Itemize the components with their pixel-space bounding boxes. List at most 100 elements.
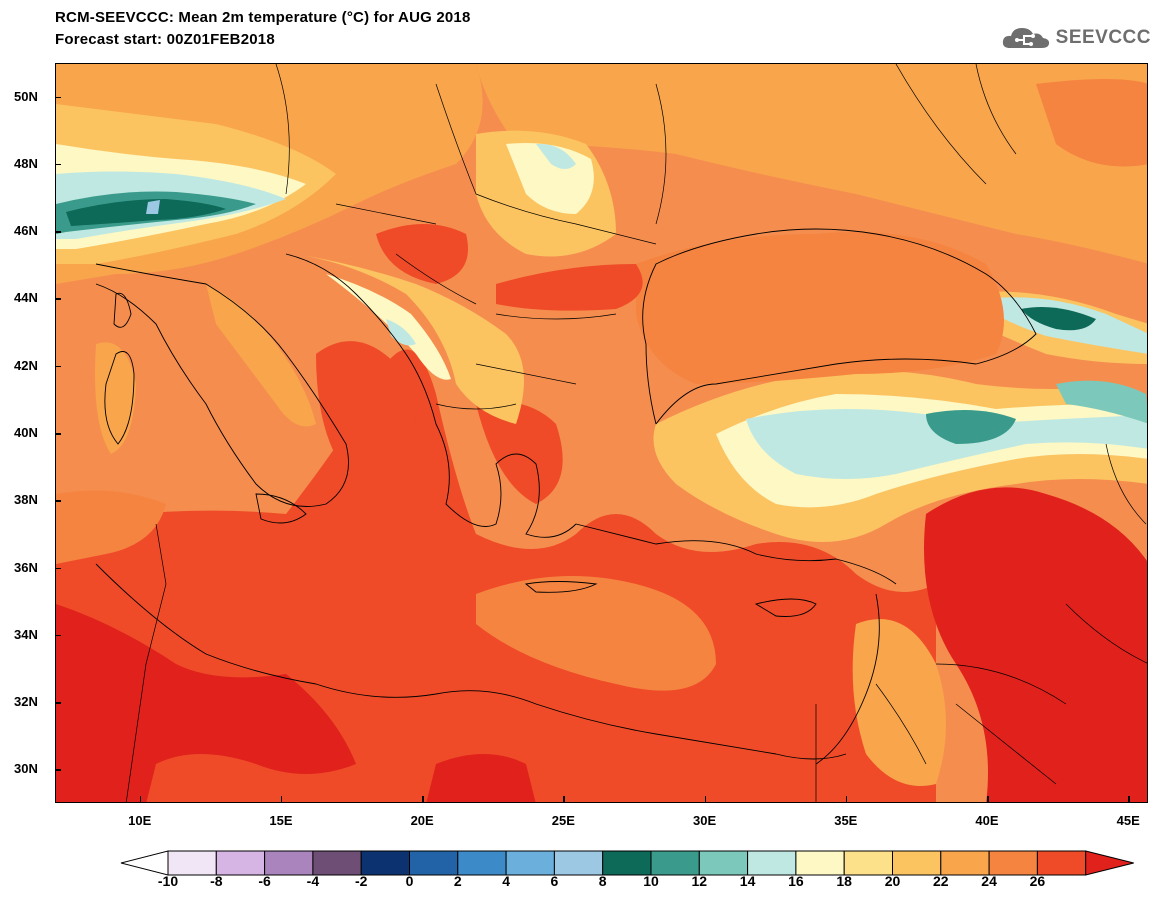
contour-region-20-22-sardinia <box>95 342 136 454</box>
lat-tick-mark <box>55 769 61 771</box>
lon-tick-label: 45E <box>1116 813 1140 828</box>
lat-tick-mark <box>55 433 61 435</box>
colorbar-swatch <box>409 850 459 876</box>
lat-tick-label: 50N <box>14 88 38 104</box>
lon-tick-mark <box>845 796 848 802</box>
contour-region-16-18-balkans <box>326 274 451 380</box>
lon-tick-label: 25E <box>551 813 575 828</box>
colorbar-level-label: 22 <box>933 873 949 889</box>
colorbar-level-label: 24 <box>981 873 997 889</box>
colorbar-level-label: 8 <box>598 873 607 889</box>
lon-tick-mark <box>563 796 565 802</box>
lon-tick-label: 10E <box>128 813 152 828</box>
lat-tick-label: 46N <box>14 223 38 239</box>
colorbar-swatch <box>215 850 266 876</box>
lon-tick-mark <box>987 796 989 802</box>
contour-region-10-12-anatolia <box>926 410 1016 444</box>
contour-region-8-10-alps <box>66 199 226 226</box>
lon-tick-mark <box>280 796 283 802</box>
lon-tick-label: 20E <box>410 813 434 828</box>
colorbar <box>120 850 1134 876</box>
map-title: RCM-SEEVCCC: Mean 2m temperature (°C) fo… <box>55 9 471 26</box>
colorbar-level-label: 0 <box>405 873 414 889</box>
colorbar-level-label: 2 <box>453 873 462 889</box>
lat-tick-mark <box>55 96 61 99</box>
lat-tick-label: 44N <box>14 290 38 306</box>
colorbar-swatch <box>360 850 410 876</box>
contour-region-12-14-balkans <box>386 319 416 346</box>
contour-region-24-26-romania <box>496 264 643 311</box>
lon-tick-mark <box>704 796 707 802</box>
colorbar-swatch <box>940 850 990 876</box>
colorbar-level-label: 26 <box>1029 873 1046 889</box>
lat-tick-label: 38N <box>14 492 38 508</box>
lat-tick-mark <box>55 365 61 368</box>
colorbar-swatch <box>264 850 314 876</box>
contour-region-20-22-apennines <box>206 284 316 427</box>
lat-tick-label: 42N <box>14 357 38 373</box>
colorbar-level-label: 16 <box>788 873 804 889</box>
contour-region-24-26-ionian <box>316 341 419 494</box>
colorbar-level-label: -10 <box>157 873 179 889</box>
lat-tick-label: 32N <box>14 694 38 710</box>
temperature-map <box>55 63 1148 803</box>
contour-region-22-24-tunisia <box>56 490 166 564</box>
colorbar-swatch <box>602 850 652 876</box>
lat-tick-mark <box>55 702 61 704</box>
lat-tick-label: 48N <box>14 155 38 171</box>
seevccc-logo: SEEVCCC <box>1000 24 1151 52</box>
lon-tick-mark <box>139 796 142 802</box>
lat-tick-mark <box>55 500 61 502</box>
colorbar-swatch <box>795 850 845 876</box>
coastlines <box>95 228 1037 765</box>
colorbar-swatch <box>553 850 604 876</box>
colorbar-level-label: 20 <box>884 873 901 889</box>
lat-tick-mark <box>55 298 61 300</box>
contour-region-22-24-sea <box>476 576 716 691</box>
colorbar-swatch <box>843 850 894 876</box>
colorbar-swatch <box>892 850 942 876</box>
colorbar-swatch <box>457 850 507 876</box>
colorbar-swatch <box>167 850 217 876</box>
contour-region-14-16-anatolia <box>746 409 1147 479</box>
colorbar-swatch <box>988 850 1038 876</box>
contour-region-20-22-north <box>476 64 1147 264</box>
lat-tick-label: 34N <box>14 626 38 642</box>
lat-tick-label: 40N <box>14 425 38 440</box>
colorbar-level-label: -2 <box>354 873 368 889</box>
colorbar-swatch <box>312 850 362 876</box>
temperature-field <box>56 64 1147 802</box>
lat-tick-mark <box>55 163 61 166</box>
lat-tick-mark <box>55 634 61 637</box>
contour-region-22-24-blacksea <box>636 232 1004 384</box>
contour-region-22-24-russia-east <box>1036 79 1147 167</box>
lon-tick-mark <box>1128 796 1130 802</box>
colorbar-swatch <box>1036 850 1087 876</box>
contour-region-24-26-aegean <box>476 401 563 504</box>
contour-region-6-8-alps <box>146 200 160 214</box>
colorbar-over-arrow <box>1085 850 1134 876</box>
colorbar-level-label: 6 <box>550 873 559 889</box>
lat-tick-label: 36N <box>14 559 38 575</box>
colorbar-level-label: 10 <box>643 873 659 889</box>
logo-text: SEEVCCC <box>1055 27 1151 48</box>
colorbar-level-label: 12 <box>691 873 708 889</box>
contour-region-24-26-hungary <box>376 224 468 284</box>
contour-region-over26-libya <box>426 754 536 802</box>
colorbar-swatch <box>650 850 700 876</box>
lon-tick-mark <box>422 796 424 802</box>
colorbar-level-label: -4 <box>306 873 320 889</box>
lon-tick-label: 15E <box>269 813 293 828</box>
colorbar-under-arrow <box>120 850 169 876</box>
lat-tick-mark <box>55 231 61 233</box>
colorbar-swatch <box>747 850 797 876</box>
forecast-start: Forecast start: 00Z01FEB2018 <box>55 31 275 48</box>
lat-tick-mark <box>55 567 61 570</box>
colorbar-level-label: -8 <box>210 873 223 889</box>
contour-region-18-20-balkans <box>296 254 524 424</box>
cloud-icon <box>1002 28 1049 48</box>
lon-tick-label: 40E <box>975 813 999 828</box>
colorbar-swatch <box>505 850 555 876</box>
contour-region-12-14-caucasus-east <box>1056 380 1147 424</box>
lon-tick-label: 30E <box>693 813 717 828</box>
